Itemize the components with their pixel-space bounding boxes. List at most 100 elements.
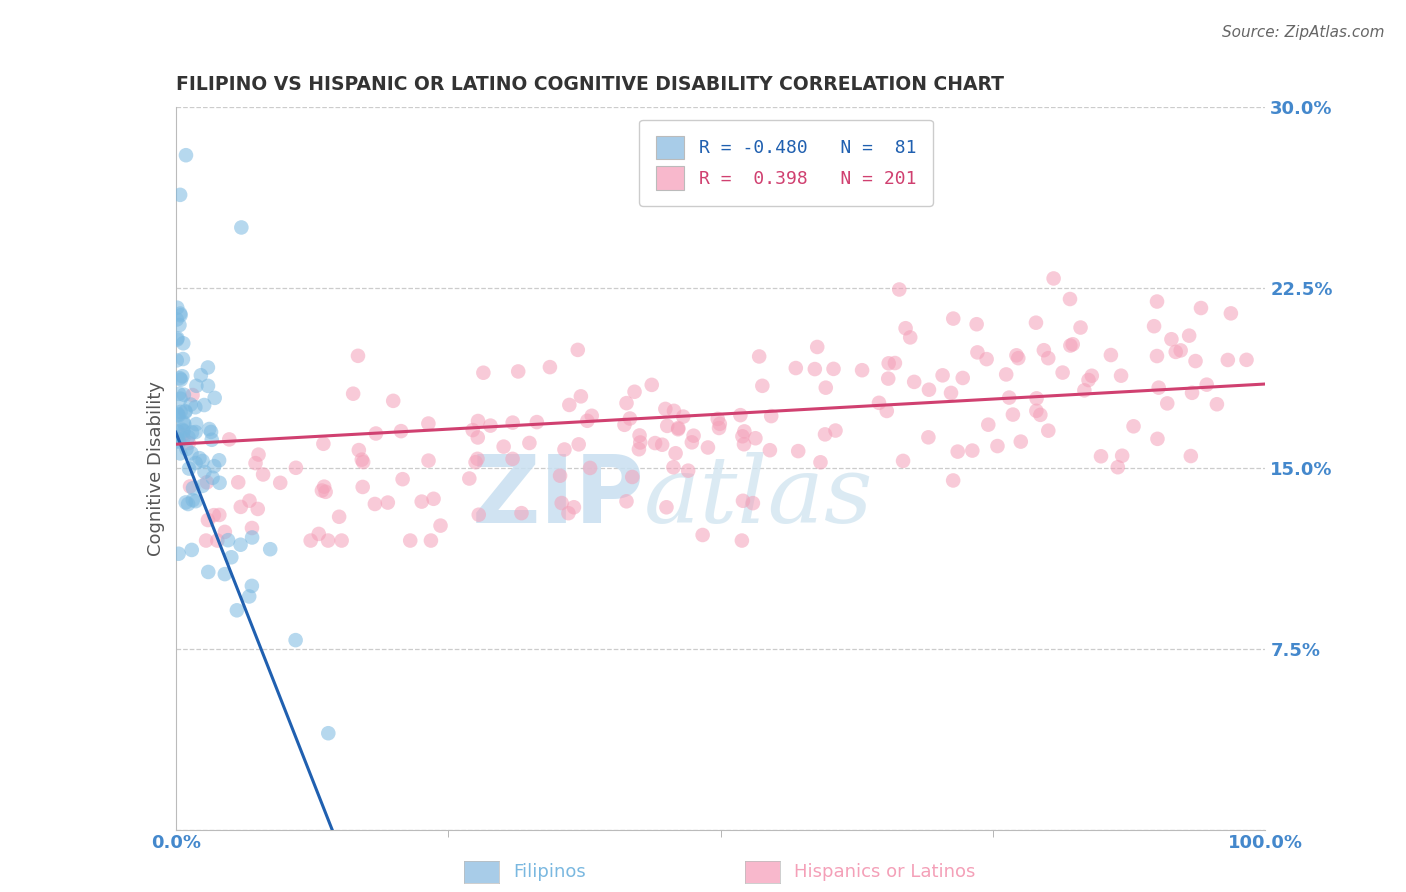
Point	[946, 444, 969, 458]
Point	[197, 565, 219, 579]
Point	[225, 603, 247, 617]
Point	[824, 424, 846, 438]
Point	[184, 417, 207, 431]
Point	[311, 483, 333, 498]
Point	[172, 428, 194, 442]
Point	[342, 386, 364, 401]
Point	[418, 417, 440, 431]
Point	[662, 460, 685, 475]
Point	[1010, 434, 1032, 449]
Point	[823, 362, 845, 376]
Point	[1052, 366, 1074, 380]
Point	[166, 405, 188, 419]
Point	[1236, 352, 1258, 367]
Point	[479, 418, 502, 433]
Point	[579, 461, 602, 475]
Point	[169, 371, 191, 385]
Text: Hispanics or Latinos: Hispanics or Latinos	[794, 863, 976, 881]
Point	[314, 480, 336, 494]
Point	[184, 494, 207, 508]
Point	[733, 425, 755, 439]
Point	[166, 312, 188, 326]
Point	[467, 430, 489, 444]
Point	[1029, 408, 1052, 422]
Point	[666, 421, 689, 435]
Point	[1073, 384, 1095, 398]
Point	[169, 308, 191, 322]
Point	[942, 311, 965, 326]
Point	[1025, 392, 1047, 406]
Point	[751, 379, 773, 393]
Point	[519, 436, 541, 450]
Point	[259, 542, 281, 557]
Point	[876, 404, 898, 418]
Point	[197, 513, 219, 527]
Point	[568, 437, 591, 451]
Point	[202, 459, 225, 474]
Point	[889, 283, 911, 297]
Point	[174, 405, 197, 419]
Point	[240, 531, 263, 545]
Point	[1001, 408, 1024, 422]
Point	[562, 500, 585, 515]
Point	[868, 396, 890, 410]
Point	[238, 493, 260, 508]
Point	[399, 533, 422, 548]
Point	[952, 371, 974, 385]
Point	[181, 493, 204, 508]
Point	[644, 436, 666, 450]
Point	[299, 533, 322, 548]
Point	[569, 389, 592, 403]
Point	[172, 423, 194, 437]
Point	[1180, 449, 1202, 463]
Point	[181, 481, 204, 495]
Point	[877, 371, 900, 385]
Point	[1059, 292, 1081, 306]
Point	[1143, 319, 1166, 334]
Point	[731, 493, 754, 508]
Point	[177, 430, 200, 444]
Point	[558, 398, 581, 412]
Point	[391, 472, 413, 486]
Point	[676, 464, 699, 478]
Point	[939, 385, 962, 400]
Point	[180, 446, 202, 460]
Point	[744, 431, 766, 445]
Point	[330, 533, 353, 548]
Point	[995, 368, 1018, 382]
Point	[169, 307, 191, 321]
Point	[217, 533, 239, 548]
Point	[655, 500, 678, 515]
Point	[186, 379, 208, 393]
Point	[787, 444, 810, 458]
Point	[931, 368, 953, 383]
Point	[616, 494, 638, 508]
Point	[284, 460, 307, 475]
Point	[1184, 354, 1206, 368]
Point	[201, 471, 224, 485]
Point	[976, 352, 998, 367]
Point	[389, 424, 412, 438]
Point	[172, 336, 194, 351]
Point	[172, 431, 194, 445]
Text: Source: ZipAtlas.com: Source: ZipAtlas.com	[1222, 25, 1385, 40]
Point	[173, 416, 195, 430]
Point	[502, 416, 524, 430]
Point	[627, 442, 650, 457]
Point	[179, 479, 201, 493]
Point	[616, 396, 638, 410]
Point	[202, 508, 225, 523]
Point	[628, 435, 651, 450]
Point	[977, 417, 1000, 432]
Point	[238, 590, 260, 604]
Point	[741, 496, 763, 510]
Point	[191, 454, 214, 468]
Point	[169, 392, 191, 406]
Point	[1107, 460, 1129, 475]
Point	[510, 506, 533, 520]
Point	[1070, 320, 1092, 334]
Point	[998, 391, 1021, 405]
Point	[651, 438, 673, 452]
Point	[208, 453, 231, 467]
Point	[352, 455, 374, 469]
